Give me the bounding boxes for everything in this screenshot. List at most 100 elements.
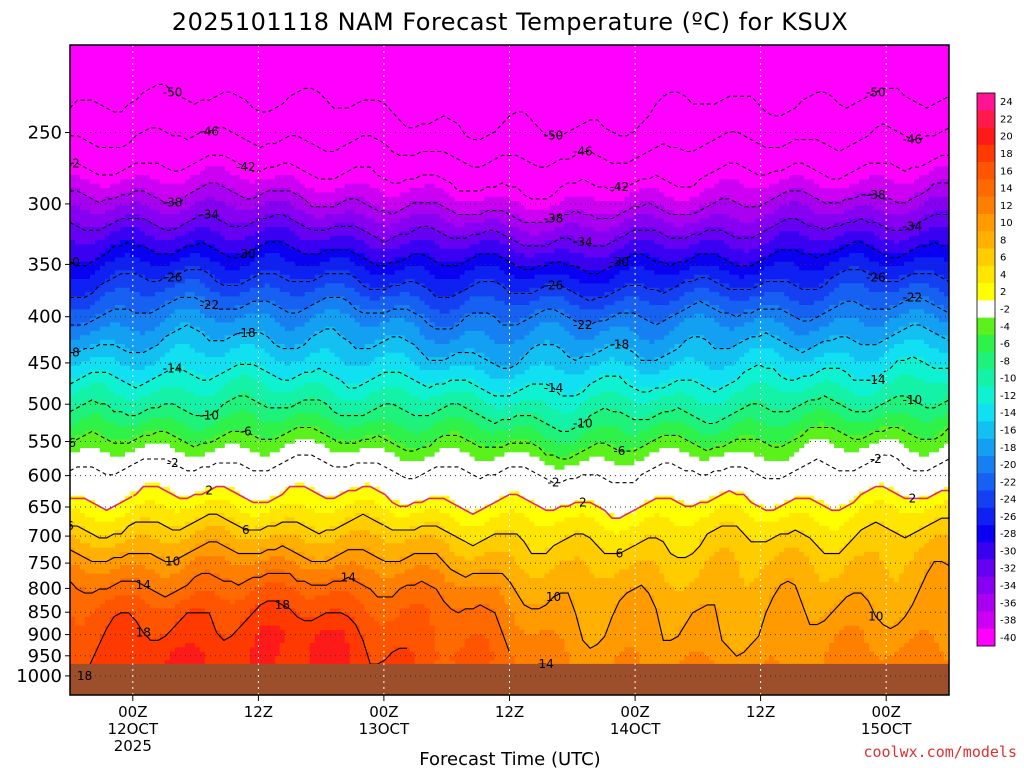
y-tick-label: 650: [28, 497, 62, 518]
contour-label: -22: [903, 290, 923, 304]
contour-label: -50: [866, 85, 886, 99]
y-tick-label: 400: [28, 307, 62, 328]
contour-label: 2: [579, 495, 587, 509]
colorbar-swatch: [977, 93, 995, 111]
x-tick-label: 00Z: [118, 703, 147, 721]
contour-label: -22: [573, 318, 593, 332]
contour-label: -46: [903, 133, 923, 147]
colorbar-swatch: [977, 370, 995, 388]
contour-label: -46: [573, 145, 593, 159]
x-axis-label: Forecast Time (UTC): [419, 749, 600, 768]
colorbar-label: 10: [1000, 218, 1013, 229]
colorbar-swatch: [977, 179, 995, 197]
contour-label: 10: [546, 590, 561, 604]
x-tick-label: 12Z: [495, 703, 524, 721]
y-tick-label: 300: [28, 194, 62, 215]
colorbar-label: -32: [1000, 564, 1016, 575]
colorbar-label: -30: [1000, 547, 1016, 558]
x-tick-label: 12OCT: [108, 720, 159, 738]
contour-label: -26: [163, 271, 183, 285]
colorbar-swatch: [977, 490, 995, 508]
colorbar-swatch: [977, 525, 995, 543]
contour-label: -42: [236, 160, 256, 174]
colorbar-label: -4: [1000, 322, 1010, 333]
colorbar-label: 20: [1000, 132, 1013, 143]
contour-label: -34: [199, 208, 219, 222]
colorbar-swatch: [977, 629, 995, 647]
y-tick-label: 600: [28, 466, 62, 487]
colorbar-label: -14: [1000, 408, 1016, 419]
colorbar-swatch: [977, 162, 995, 180]
colorbar-swatch: [977, 421, 995, 439]
colorbar-label: 2: [1000, 287, 1006, 298]
contour-label: 10: [165, 555, 180, 569]
colorbar-swatch: [977, 266, 995, 284]
colorbar-label: -10: [1000, 374, 1016, 385]
y-tick-label: 950: [28, 646, 62, 667]
x-tick-label: 2025: [114, 737, 152, 755]
colorbar-swatch: [977, 283, 995, 301]
colorbar-swatch: [977, 611, 995, 629]
x-tick-label: 00Z: [369, 703, 398, 721]
contour-label: -34: [903, 219, 923, 233]
y-tick-label: 700: [28, 526, 62, 547]
contour-label: -46: [199, 125, 219, 139]
colorbar-swatch: [977, 560, 995, 578]
contour-label: -14: [163, 361, 183, 375]
contour-label: 6: [616, 547, 624, 561]
contour-label: 14: [136, 578, 151, 592]
contour-label: -14: [544, 381, 564, 395]
colorbar-swatch: [977, 110, 995, 128]
contour-label: 18: [136, 626, 151, 640]
colorbar-swatch: [977, 542, 995, 560]
colorbar-label: -18: [1000, 443, 1016, 454]
colorbar-label: 16: [1000, 166, 1013, 177]
contour-label: -10: [573, 417, 593, 431]
contour-label: 2: [909, 491, 917, 505]
y-tick-label: 550: [28, 432, 62, 453]
contour-label: -50: [163, 85, 183, 99]
colorbar-swatch: [977, 594, 995, 612]
contour-label: -38: [866, 188, 886, 202]
colorbar-label: -16: [1000, 426, 1016, 437]
x-tick-label: 12Z: [244, 703, 273, 721]
contour-label: -6: [613, 444, 625, 458]
colorbar-swatch: [977, 352, 995, 370]
contour-label: -50: [544, 129, 564, 143]
contour-label: -30: [610, 255, 630, 269]
colorbar-swatch: [977, 473, 995, 491]
colorbar-swatch: [977, 231, 995, 249]
x-tick-label: 00Z: [872, 703, 901, 721]
contour-label: -26: [866, 271, 886, 285]
contour-label: -34: [573, 235, 593, 249]
x-tick-label: 15OCT: [861, 720, 912, 738]
y-tick-label: 500: [28, 394, 62, 415]
contour-label: 10: [868, 610, 883, 624]
contour-label: -38: [163, 196, 183, 210]
colorbar-label: 14: [1000, 184, 1013, 195]
colorbar-label: -2: [1000, 305, 1010, 316]
y-tick-label: 450: [28, 353, 62, 374]
credit-text[interactable]: coolwx.com/models: [863, 743, 1017, 761]
colorbar-label: -8: [1000, 356, 1010, 367]
colorbar-swatch: [977, 214, 995, 232]
colorbar-label: 24: [1000, 97, 1013, 108]
colorbar-label: 18: [1000, 149, 1013, 160]
x-tick-label: 00Z: [620, 703, 649, 721]
contour-label: -38: [544, 212, 564, 226]
contour-label: -2: [548, 476, 560, 490]
contour-label: -26: [544, 279, 564, 293]
colorbar-label: -22: [1000, 477, 1016, 488]
contour-label: -10: [199, 409, 219, 423]
y-tick-label: 900: [28, 625, 62, 646]
colorbar-label: 12: [1000, 201, 1013, 212]
x-tick-label: 14OCT: [610, 720, 661, 738]
colorbar-swatch: [977, 318, 995, 336]
contour-label: -18: [610, 338, 630, 352]
colorbar-label: 6: [1000, 253, 1006, 264]
y-tick-label: 250: [28, 123, 62, 144]
colorbar-label: -6: [1000, 339, 1010, 350]
colorbar-swatch: [977, 577, 995, 595]
